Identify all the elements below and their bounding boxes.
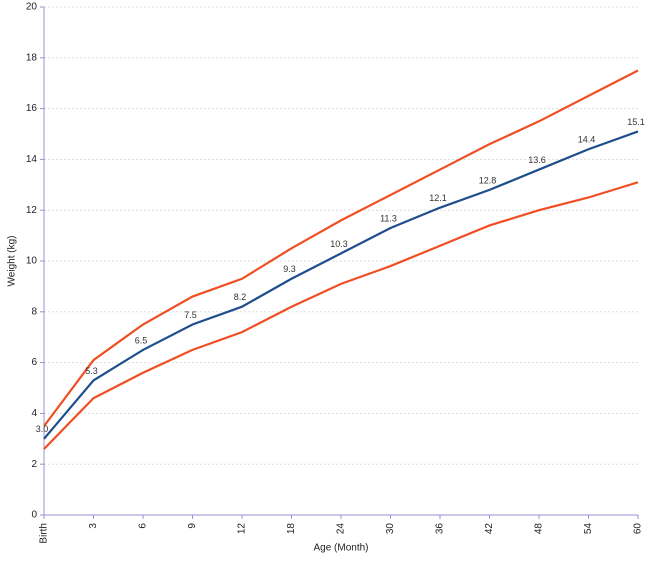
- x-axis-title: Age (Month): [313, 543, 368, 554]
- x-tick-label: 6: [138, 523, 149, 529]
- y-tick-label: 2: [31, 459, 37, 470]
- value-label: 6.5: [135, 335, 148, 345]
- y-tick-label: 8: [31, 306, 37, 317]
- x-tick-label: 9: [187, 523, 198, 529]
- x-tick-label: 60: [633, 523, 644, 535]
- value-label: 15.1: [627, 117, 645, 127]
- x-tick-label: Birth: [39, 523, 50, 544]
- value-label: 3.0: [36, 424, 49, 434]
- series-line: [43, 69, 639, 427]
- value-label: 7.5: [184, 310, 197, 320]
- x-tick-label: 3: [88, 523, 99, 529]
- value-label: 8.2: [234, 292, 247, 302]
- x-tick-label: 24: [336, 523, 347, 535]
- x-tick-label: 48: [534, 523, 545, 535]
- x-tick-label: 42: [484, 523, 495, 535]
- x-tick-label: 54: [583, 523, 594, 535]
- x-tick-label: 12: [237, 523, 248, 535]
- series-line: [43, 181, 639, 450]
- y-tick-label: 18: [26, 52, 38, 63]
- y-tick-label: 6: [31, 357, 37, 368]
- y-tick-label: 12: [26, 205, 38, 216]
- x-tick-label: 36: [435, 523, 446, 535]
- value-label: 9.3: [283, 264, 296, 274]
- x-tick-label: 30: [385, 523, 396, 535]
- y-tick-label: 14: [26, 154, 38, 165]
- y-tick-label: 0: [31, 510, 37, 521]
- x-tick-label: 18: [286, 523, 297, 535]
- y-tick-label: 4: [31, 408, 37, 419]
- value-label: 11.3: [380, 213, 397, 223]
- value-label: 14.4: [578, 135, 596, 145]
- y-tick-label: 20: [26, 2, 38, 13]
- y-tick-label: 10: [26, 256, 38, 267]
- series-line: [43, 130, 639, 440]
- value-label: 12.1: [429, 193, 447, 203]
- value-label: 13.6: [528, 155, 546, 165]
- value-label: 10.3: [330, 239, 348, 249]
- value-label: 12.8: [479, 175, 497, 185]
- value-label: 5.3: [85, 366, 98, 376]
- y-axis-title: Weight (kg): [7, 236, 18, 287]
- y-tick-label: 16: [26, 103, 38, 114]
